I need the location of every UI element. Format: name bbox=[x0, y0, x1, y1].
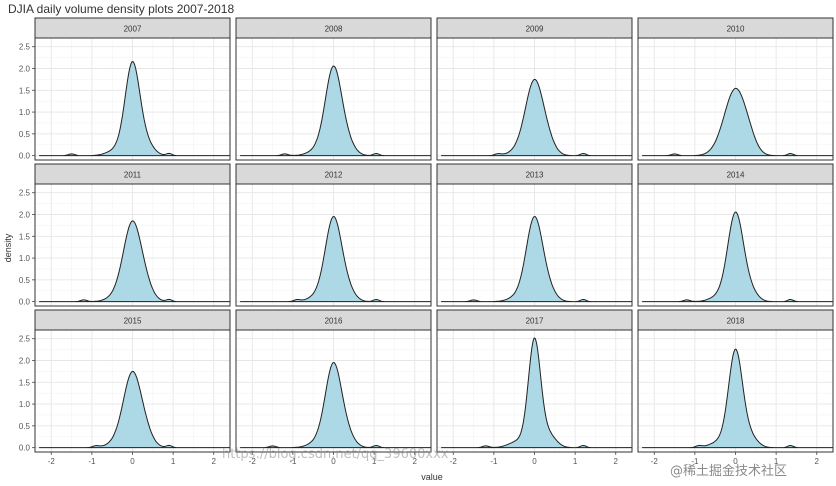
facet-panels: 2007 2008 2009 2010 2011 2012 2013 2014 2015 2016… bbox=[34, 17, 834, 453]
x-tick-label: 1 bbox=[774, 457, 779, 466]
x-axis-title: value bbox=[421, 472, 443, 482]
facet-panel-2011: 2011 bbox=[34, 163, 231, 307]
x-tick-label: 0 bbox=[130, 457, 135, 466]
density-curve-2015 bbox=[39, 371, 230, 449]
x-tick-label: 2 bbox=[413, 457, 418, 466]
x-tick-label: 1 bbox=[573, 457, 578, 466]
y-tick-label: 1.5 bbox=[19, 378, 31, 387]
x-tick-label: 1 bbox=[171, 457, 176, 466]
y-tick-label: 2.5 bbox=[19, 189, 31, 198]
facet-strip-label: 2007 bbox=[124, 25, 142, 34]
panel-border bbox=[235, 37, 432, 161]
y-axis-title: density bbox=[3, 233, 13, 262]
x-tick-label: 0 bbox=[331, 457, 336, 466]
density-curve-2016 bbox=[240, 362, 431, 449]
facet-panel-2016: 2016 bbox=[235, 309, 432, 453]
y-tick-label: 1.0 bbox=[19, 108, 31, 117]
watermark-url: https://blog.csdn.net/qq_39600xxx bbox=[222, 447, 449, 462]
x-tick-label: -2 bbox=[651, 457, 659, 466]
y-tick-label: 1.5 bbox=[19, 232, 31, 241]
panel-border bbox=[34, 183, 231, 307]
y-tick-label: 0.0 bbox=[19, 444, 31, 453]
density-curve-2012 bbox=[240, 216, 431, 303]
facet-strip-label: 2015 bbox=[124, 317, 142, 326]
y-tick-label: 2.0 bbox=[19, 211, 31, 220]
panel-border bbox=[436, 37, 633, 161]
density-curve-2018 bbox=[642, 348, 833, 449]
facet-strip-label: 2008 bbox=[325, 25, 343, 34]
y-tick-label: 0.5 bbox=[19, 276, 31, 285]
watermark-brand: @稀土掘金技术社区 bbox=[670, 463, 787, 479]
x-tick-label: -2 bbox=[249, 457, 257, 466]
facet-panel-2008: 2008 bbox=[235, 17, 432, 161]
facet-panel-2018: 2018 bbox=[637, 309, 834, 453]
density-curve-2008 bbox=[240, 65, 431, 157]
x-tick-label: -2 bbox=[48, 457, 56, 466]
y-tick-label: 0.5 bbox=[19, 130, 31, 139]
facet-strip-label: 2018 bbox=[727, 317, 745, 326]
panel-border bbox=[34, 37, 231, 161]
x-tick-label: 2 bbox=[212, 457, 217, 466]
facet-panel-2014: 2014 bbox=[637, 163, 834, 307]
y-tick-label: 2.5 bbox=[19, 43, 31, 52]
facet-strip-label: 2012 bbox=[325, 171, 343, 180]
density-curve-2013 bbox=[441, 216, 632, 303]
panel-border bbox=[436, 183, 633, 307]
facet-panel-2012: 2012 bbox=[235, 163, 432, 307]
panel-border bbox=[235, 183, 432, 307]
density-curve-2011 bbox=[39, 220, 230, 303]
y-tick-label: 1.5 bbox=[19, 86, 31, 95]
x-tick-label: 1 bbox=[372, 457, 377, 466]
panel-border bbox=[637, 183, 834, 307]
x-tick-label: 2 bbox=[614, 457, 619, 466]
x-tick-label: 2 bbox=[815, 457, 820, 466]
y-tick-label: 2.5 bbox=[19, 335, 31, 344]
facet-strip-label: 2013 bbox=[526, 171, 544, 180]
y-tick-label: 0.0 bbox=[19, 298, 31, 307]
facet-strip-label: 2011 bbox=[124, 171, 142, 180]
x-tick-label: 0 bbox=[733, 457, 738, 466]
chart-title: DJIA daily volume density plots 2007-201… bbox=[8, 2, 234, 16]
y-tick-label: 2.0 bbox=[19, 357, 31, 366]
y-tick-label: 1.0 bbox=[19, 400, 31, 409]
density-curve-2009 bbox=[441, 79, 632, 157]
density-curve-2007 bbox=[39, 61, 230, 157]
facet-panel-2007: 2007 bbox=[34, 17, 231, 161]
x-tick-label: -1 bbox=[289, 457, 297, 466]
facet-strip-label: 2014 bbox=[727, 171, 745, 180]
facet-panel-2015: 2015 bbox=[34, 309, 231, 453]
x-tick-label: -2 bbox=[450, 457, 458, 466]
y-axis-ticks: 0.0 0.5 1.0 1.5 2.0 2.5 0.0 0.5 1.0 1.5 2.0 2.5 0.0 0… bbox=[19, 43, 35, 453]
y-tick-label: 2.0 bbox=[19, 65, 31, 74]
facet-panel-2010: 2010 bbox=[637, 17, 834, 161]
x-tick-label: -1 bbox=[490, 457, 498, 466]
facet-strip-label: 2009 bbox=[526, 25, 544, 34]
facet-strip-label: 2010 bbox=[727, 25, 745, 34]
y-tick-label: 1.0 bbox=[19, 254, 31, 263]
x-tick-label: -1 bbox=[691, 457, 699, 466]
y-tick-label: 0.0 bbox=[19, 152, 31, 161]
panel-border bbox=[637, 37, 834, 161]
density-curve-2010 bbox=[642, 87, 833, 157]
facet-panel-2009: 2009 bbox=[436, 17, 633, 161]
y-tick-label: 0.5 bbox=[19, 422, 31, 431]
density-curve-2017 bbox=[441, 337, 632, 449]
facet-strip-label: 2017 bbox=[526, 317, 544, 326]
x-tick-label: -1 bbox=[88, 457, 96, 466]
density-curve-2014 bbox=[642, 211, 833, 303]
x-axis-ticks: -2 -1 0 1 2 -2 -1 0 1 2 -2 -1 0 1 2 -2 -1 0 1 2 bbox=[48, 452, 820, 466]
facet-panel-2017: 2017 bbox=[436, 309, 633, 453]
facet-strip-label: 2016 bbox=[325, 317, 343, 326]
facet-panel-2013: 2013 bbox=[436, 163, 633, 307]
x-tick-label: 0 bbox=[532, 457, 537, 466]
